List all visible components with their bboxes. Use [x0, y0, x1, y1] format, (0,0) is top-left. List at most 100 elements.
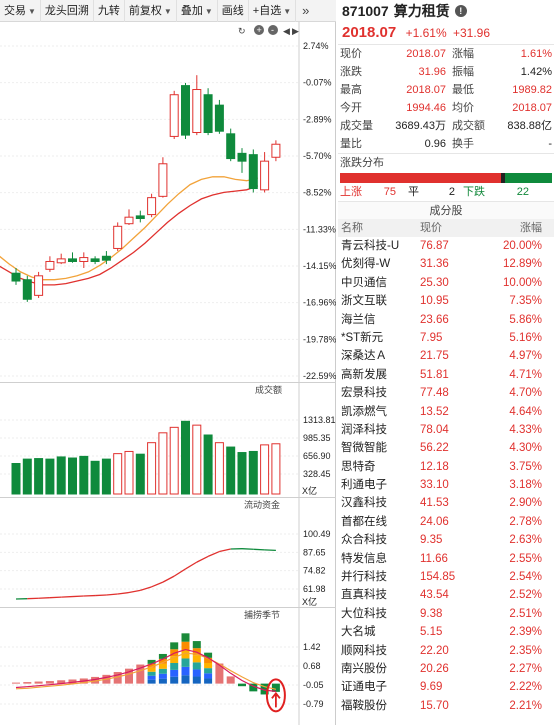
header-name[interactable]: 名称 [341, 222, 363, 234]
volume-bar [22, 458, 32, 495]
quote-label: 量比 [340, 138, 362, 150]
component-row[interactable]: 思特奇 12.18 3.75% [338, 458, 554, 476]
component-row[interactable]: 首都在线 24.06 2.78% [338, 513, 554, 531]
info-icon[interactable]: ! [454, 5, 467, 17]
capital-line-segment [61, 595, 73, 598]
component-row[interactable]: 青云科技-U 76.87 20.00% [338, 237, 554, 255]
header-change[interactable]: 涨幅 [520, 222, 542, 234]
toolbar-trade-button[interactable]: 交易 ▼ [0, 0, 41, 22]
component-row[interactable]: *ST新元 7.95 5.16% [338, 329, 554, 347]
capital-line-segment [72, 595, 84, 598]
more-icon[interactable]: » [302, 3, 310, 18]
toolbar-draw-button[interactable]: 画线 [218, 0, 249, 22]
quote-label: 换手 [452, 138, 474, 150]
candle-body [260, 160, 270, 191]
component-price: 5.15 [420, 626, 443, 639]
quote-label: 今开 [340, 102, 362, 114]
component-price: 41.53 [420, 497, 449, 510]
component-price: 13.52 [420, 405, 449, 418]
season-bar [57, 680, 66, 684]
volume-bar [11, 463, 21, 495]
candle-body [226, 133, 236, 160]
kline-chart[interactable]: ↻ + - ◀ ▶ 2.74% -0.07% -2.89% -5.70% -8.52% -… [0, 22, 336, 382]
volume-chart[interactable]: 成交额 X亿 1313.81 985.35 656.90 328.45 [0, 382, 336, 497]
component-price: 77.48 [420, 387, 449, 400]
right-arrow-icon[interactable]: ▶ [292, 26, 299, 36]
component-row[interactable]: 众合科技 9.35 2.63% [338, 531, 554, 549]
component-price: 51.81 [420, 368, 449, 381]
component-price: 23.66 [420, 313, 449, 326]
candle-body [248, 154, 258, 190]
toolbar-nine-turn-button[interactable]: 九转 [94, 0, 125, 22]
flat-label: 平 [408, 186, 419, 198]
season-bar-segment [181, 666, 190, 676]
component-change: 2.39% [509, 626, 542, 639]
toolbar-fq-button[interactable]: 前复权 ▼ [125, 0, 177, 22]
toolbar-watchlist-button[interactable]: +自选 ▼ [249, 0, 297, 22]
volume-title: 成交额 [255, 384, 282, 395]
component-row[interactable]: 海兰信 23.66 5.86% [338, 311, 554, 329]
component-name: 润泽科技 [341, 423, 387, 436]
zoom-in-icon[interactable] [254, 25, 264, 35]
quote-label: 均价 [452, 102, 474, 114]
component-row[interactable]: 凯添燃气 13.52 4.64% [338, 403, 554, 421]
component-change: 3.18% [509, 479, 542, 492]
chevron-down-icon: ▼ [283, 6, 292, 16]
zoom-out-icon[interactable] [268, 25, 278, 35]
header-price[interactable]: 现价 [420, 222, 442, 234]
capital-line-segment [38, 597, 50, 599]
chart-area[interactable]: 交易 ▼ 龙头回溯 九转 前复权 ▼ 叠加 ▼ 画线 +自选 ▼ » ↻ + - ◀ ▶… [0, 0, 336, 725]
component-change: 2.54% [509, 571, 542, 584]
quote-value: 838.88亿 [507, 120, 552, 132]
component-name: 南兴股份 [341, 662, 387, 675]
component-change: 4.70% [509, 387, 542, 400]
component-row[interactable]: 大位科技 9.38 2.51% [338, 605, 554, 623]
component-row[interactable]: 中贝通信 25.30 10.00% [338, 274, 554, 292]
season-bar-segment [147, 671, 156, 676]
component-price: 33.10 [420, 479, 449, 492]
season-bar-segment [192, 669, 201, 677]
component-name: 直真科技 [341, 589, 387, 602]
component-price: 9.69 [420, 681, 443, 694]
component-row[interactable]: 大名城 5.15 2.39% [338, 623, 554, 641]
toolbar-overlay-button[interactable]: 叠加 ▼ [177, 0, 218, 22]
component-row[interactable]: 顺网科技 22.20 2.35% [338, 642, 554, 660]
volume-bar [214, 442, 224, 495]
toolbar-dragon-review-button[interactable]: 龙头回溯 [41, 0, 94, 22]
component-row[interactable]: 南兴股份 20.26 2.27% [338, 660, 554, 678]
season-bar-segment [192, 662, 201, 670]
season-bar-segment [192, 655, 201, 663]
capital-chart[interactable]: 流动资金 X亿 100.49 87.65 74.82 61.98 [0, 497, 336, 607]
chevron-down-icon: ▼ [204, 6, 213, 16]
volume-bar [260, 444, 270, 495]
chart-toolbar: 交易 ▼ 龙头回溯 九转 前复权 ▼ 叠加 ▼ 画线 +自选 ▼ » [0, 0, 336, 22]
component-row[interactable]: 高新发展 51.81 4.71% [338, 366, 554, 384]
component-row[interactable]: 并行科技 154.85 2.54% [338, 568, 554, 586]
component-row[interactable]: 深桑达Ａ 21.75 4.97% [338, 347, 554, 365]
season-bar-segment [158, 673, 167, 679]
component-row[interactable]: 宏景科技 77.48 4.70% [338, 384, 554, 402]
component-row[interactable]: 证通电子 9.69 2.22% [338, 678, 554, 696]
volume-bar [101, 458, 111, 495]
quote-label: 成交量 [340, 120, 373, 132]
component-row[interactable]: 利通电子 33.10 3.18% [338, 476, 554, 494]
season-bar-segment [158, 663, 167, 669]
volume-bar [169, 426, 179, 495]
component-row[interactable]: 浙文互联 10.95 7.35% [338, 292, 554, 310]
component-row[interactable]: 优刻得-W 31.36 12.89% [338, 255, 554, 273]
component-row[interactable]: 特发信息 11.66 2.55% [338, 550, 554, 568]
component-row[interactable]: 智微智能 56.22 4.30% [338, 439, 554, 457]
season-chart[interactable]: 捕捞季节 1.42 0.68 -0.05 -0.79 [0, 607, 336, 725]
component-name: 顺网科技 [341, 644, 387, 657]
capital-line-segment [95, 594, 107, 597]
component-row[interactable]: 福鞍股份 15.70 2.21% [338, 697, 554, 715]
component-row[interactable]: 直真科技 43.54 2.52% [338, 586, 554, 604]
component-row[interactable]: 润泽科技 78.04 4.33% [338, 421, 554, 439]
component-row[interactable]: 汉鑫科技 41.53 2.90% [338, 494, 554, 512]
quote-value: 3689.43万 [395, 120, 446, 132]
refresh-icon[interactable]: ↻ [238, 26, 246, 36]
component-price: 21.75 [420, 350, 449, 363]
left-arrow-icon[interactable]: ◀ [283, 26, 290, 36]
season-bar [91, 676, 100, 684]
quote-value: 2018.07 [512, 102, 552, 114]
